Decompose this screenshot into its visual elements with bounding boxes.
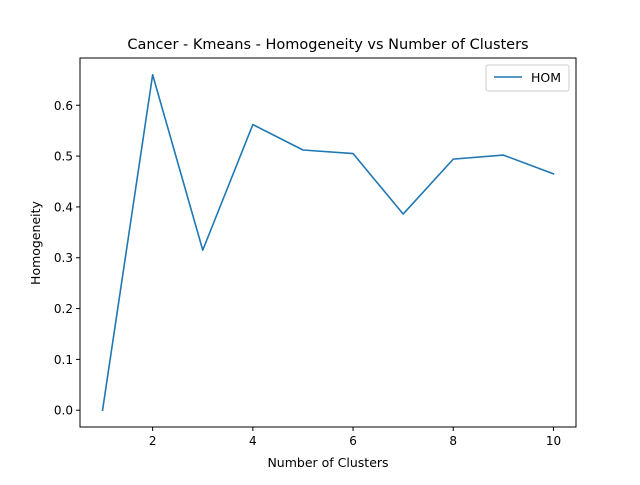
y-tick-label: 0.5 <box>54 150 73 164</box>
legend: HOM <box>486 65 569 91</box>
x-tick-label: 4 <box>249 434 257 448</box>
plot-area <box>103 75 554 410</box>
y-tick-label: 0.1 <box>54 353 73 367</box>
y-tick-label: 0.2 <box>54 302 73 316</box>
x-axis: 2 4 6 8 10 <box>149 427 561 448</box>
series-line-hom <box>103 75 554 410</box>
y-axis: 0.0 0.1 0.2 0.3 0.4 0.5 0.6 <box>54 99 80 418</box>
y-tick-label: 0.6 <box>54 99 73 113</box>
x-tick-label: 10 <box>546 434 561 448</box>
x-tick-label: 2 <box>149 434 157 448</box>
x-tick-label: 6 <box>349 434 357 448</box>
x-axis-label: Number of Clusters <box>267 455 388 470</box>
chart-title: Cancer - Kmeans - Homogeneity vs Number … <box>127 37 528 53</box>
y-tick-label: 0.4 <box>54 200 73 214</box>
x-tick-label: 8 <box>449 434 457 448</box>
y-tick-label: 0.3 <box>54 251 73 265</box>
y-tick-label: 0.0 <box>54 404 73 418</box>
y-axis-label: Homogeneity <box>28 200 43 284</box>
legend-label-hom: HOM <box>531 70 561 85</box>
axes-frame <box>80 58 576 427</box>
